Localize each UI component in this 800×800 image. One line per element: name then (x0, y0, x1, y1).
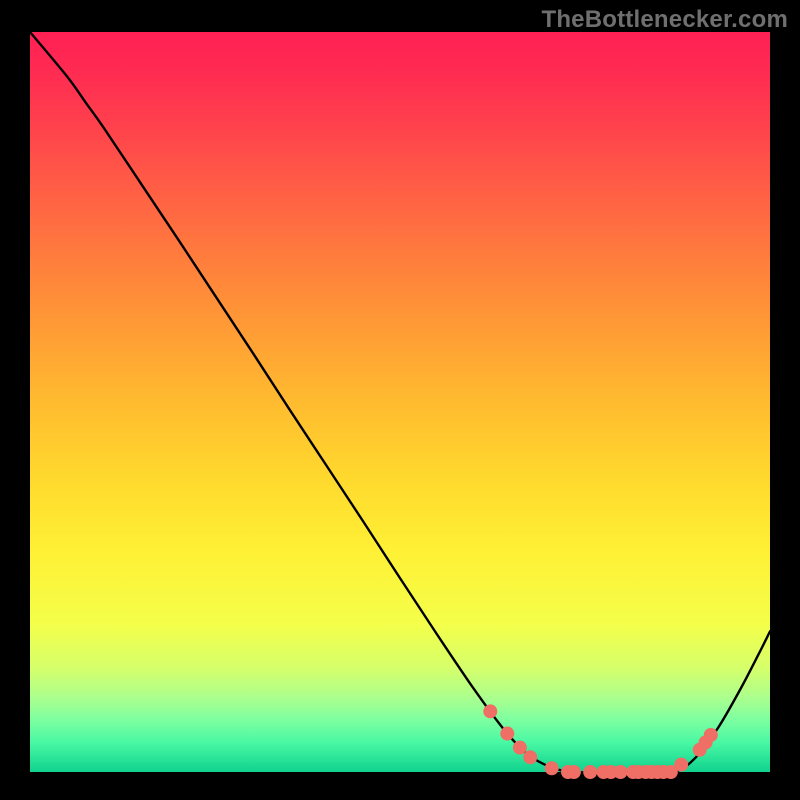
bottleneck-chart (0, 0, 800, 800)
data-marker (484, 705, 497, 718)
data-marker (567, 766, 580, 779)
data-marker (545, 762, 558, 775)
watermark-text: TheBottlenecker.com (541, 6, 788, 34)
data-marker (501, 727, 514, 740)
data-marker (704, 729, 717, 742)
plot-background (30, 32, 770, 772)
data-marker (675, 758, 688, 771)
data-marker (513, 741, 526, 754)
data-marker (584, 766, 597, 779)
data-marker (524, 751, 537, 764)
data-marker (614, 766, 627, 779)
